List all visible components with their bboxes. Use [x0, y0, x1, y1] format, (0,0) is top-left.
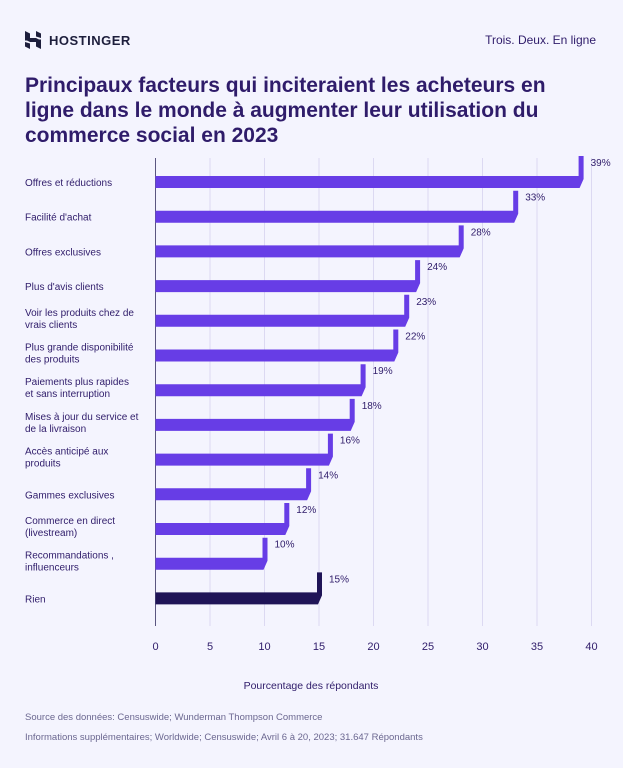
x-tick-label: 0 [152, 641, 158, 653]
x-tick-label: 25 [422, 641, 434, 653]
category-label: et sans interruption [25, 389, 110, 400]
data-label: 14% [318, 470, 338, 481]
x-axis-label: Pourcentage des répondants [244, 680, 379, 692]
x-tick-label: 5 [207, 641, 213, 653]
data-label: 18% [362, 401, 382, 412]
data-label: 19% [373, 366, 393, 377]
category-label: (livestream) [25, 528, 77, 539]
category-label: Facilité d'achat [25, 213, 92, 224]
category-label: de la livraison [25, 424, 86, 435]
bar [155, 294, 410, 327]
category-label: vrais clients [25, 320, 77, 331]
data-label: 28% [471, 227, 491, 238]
category-label: Gammes exclusives [25, 490, 114, 501]
x-tick-label: 35 [531, 641, 543, 653]
category-label: des produits [25, 355, 79, 366]
data-label: 16% [340, 436, 360, 447]
bar [155, 364, 366, 397]
bar [155, 537, 268, 570]
bar [155, 433, 333, 466]
x-tick-label: 10 [258, 641, 270, 653]
bar [155, 398, 355, 431]
tagline: Trois. Deux. En ligne [485, 33, 596, 47]
info-note: Informations supplémentaires; Worldwide;… [25, 732, 423, 743]
category-label: Commerce en direct [25, 516, 115, 527]
category-label: influenceurs [25, 563, 79, 574]
category-label: Plus d'avis clients [25, 282, 104, 293]
category-label: Plus grande disponibilité [25, 343, 134, 354]
bar [155, 468, 312, 501]
bar [155, 260, 421, 293]
data-label: 10% [275, 540, 295, 551]
data-label: 22% [405, 332, 425, 343]
x-tick-label: 40 [585, 641, 597, 653]
bar-chart: 0 5 10 15 20 25 30 35 40 Pourcentage des répondan… [25, 156, 611, 692]
bar [155, 156, 584, 188]
data-label: 33% [525, 193, 545, 204]
x-tick-label: 20 [367, 641, 379, 653]
data-label: 15% [329, 574, 349, 585]
category-label: Offres et réductions [25, 178, 112, 189]
hostinger-logo-icon [25, 31, 41, 49]
category-label: Voir les produits chez de [25, 308, 134, 319]
data-label: 39% [591, 158, 611, 169]
x-tick-label: 30 [476, 641, 488, 653]
category-label: Recommandations , [25, 551, 114, 562]
category-label: Offres exclusives [25, 247, 101, 258]
brand-name: HOSTINGER [49, 32, 131, 48]
category-label: produits [25, 459, 61, 470]
data-label: 12% [296, 505, 316, 516]
chart-title: Principaux facteurs qui inciteraient les… [25, 74, 546, 147]
source-note: Source des données: Censuswide; Wunderma… [25, 712, 323, 723]
category-label: Paiements plus rapides [25, 377, 129, 388]
bar [155, 190, 519, 223]
category-label: Mises à jour du service et [25, 412, 139, 423]
bar [155, 225, 464, 258]
brand-logo: HOSTINGER [25, 31, 131, 49]
data-label: 23% [416, 297, 436, 308]
data-label: 24% [427, 262, 447, 273]
bar [155, 572, 322, 605]
category-label: Accès anticipé aux [25, 447, 108, 458]
category-label: Rien [25, 594, 46, 605]
bar [155, 329, 399, 362]
bar [155, 503, 290, 535]
x-tick-label: 15 [313, 641, 325, 653]
